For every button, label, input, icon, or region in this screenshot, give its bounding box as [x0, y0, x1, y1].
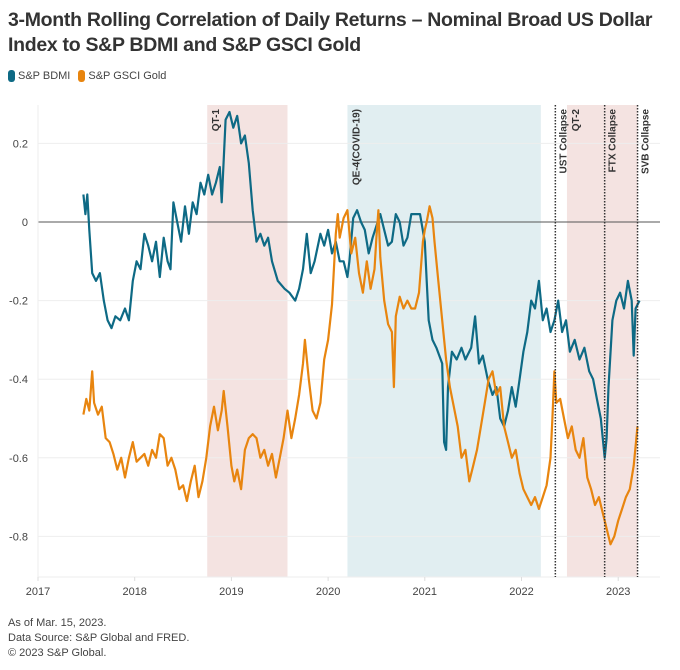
x-axis-ticks: 2017 2018 2019 2020 2021 2022 2023: [26, 577, 630, 598]
series-line-bdmi: [82, 110, 641, 459]
y-tick-label: 0: [22, 217, 28, 229]
line-chart: QT-1 QE-4(COVID-19) QT-2 0.2 0 -0.2 -0.4 -0.6 -…: [9, 105, 660, 598]
x-tick-label: 2021: [413, 586, 437, 598]
band-qt-2: [566, 105, 638, 577]
band-label: QT-2: [571, 109, 582, 132]
y-tick-label: -0.6: [9, 453, 28, 465]
event-label: SVB Collapse: [641, 109, 652, 174]
event-lines: UST Collapse FTX Collapse SVB Collapse: [554, 105, 652, 577]
series-line-gold: [82, 205, 639, 546]
event-label: FTX Collapse: [608, 109, 619, 173]
legend-swatch-bdmi: [8, 70, 15, 82]
y-tick-label: -0.8: [9, 531, 28, 543]
legend-item-gold: S&P GSCI Gold: [78, 70, 166, 82]
footer-copyright: © 2023 S&P Global.: [8, 647, 107, 659]
footer: As of Mar. 15, 2023. Data Source: S&P Gl…: [8, 616, 189, 661]
y-axis-ticks: 0.2 0 -0.2 -0.4 -0.6 -0.8: [9, 138, 28, 543]
series-lines: [82, 110, 641, 546]
y-tick-label: 0.2: [13, 138, 28, 150]
legend-swatch-gold: [78, 70, 86, 82]
footer-source: Data Source: S&P Global and FRED.: [8, 632, 190, 644]
x-tick-label: 2017: [26, 586, 50, 598]
event-label: UST Collapse: [558, 109, 569, 174]
shaded-bands: QT-1 QE-4(COVID-19) QT-2: [207, 105, 638, 577]
band-label: QE-4(COVID-19): [351, 109, 362, 185]
legend: S&P BDMI S&P GSCI Gold: [8, 70, 166, 82]
x-tick-label: 2020: [316, 586, 340, 598]
x-tick-label: 2022: [509, 586, 533, 598]
legend-label-bdmi: S&P BDMI: [18, 70, 71, 82]
chart-title: 3-Month Rolling Correlation of Daily Ret…: [8, 9, 653, 56]
legend-label-gold: S&P GSCI Gold: [88, 70, 167, 82]
x-tick-label: 2019: [219, 586, 243, 598]
band-label: QT-1: [211, 109, 222, 132]
footer-as-of: As of Mar. 15, 2023.: [8, 617, 107, 629]
x-tick-label: 2018: [122, 586, 146, 598]
legend-item-bdmi: S&P BDMI: [8, 70, 70, 82]
y-tick-label: -0.4: [9, 374, 28, 386]
x-tick-label: 2023: [606, 586, 630, 598]
y-tick-label: -0.2: [9, 296, 28, 308]
